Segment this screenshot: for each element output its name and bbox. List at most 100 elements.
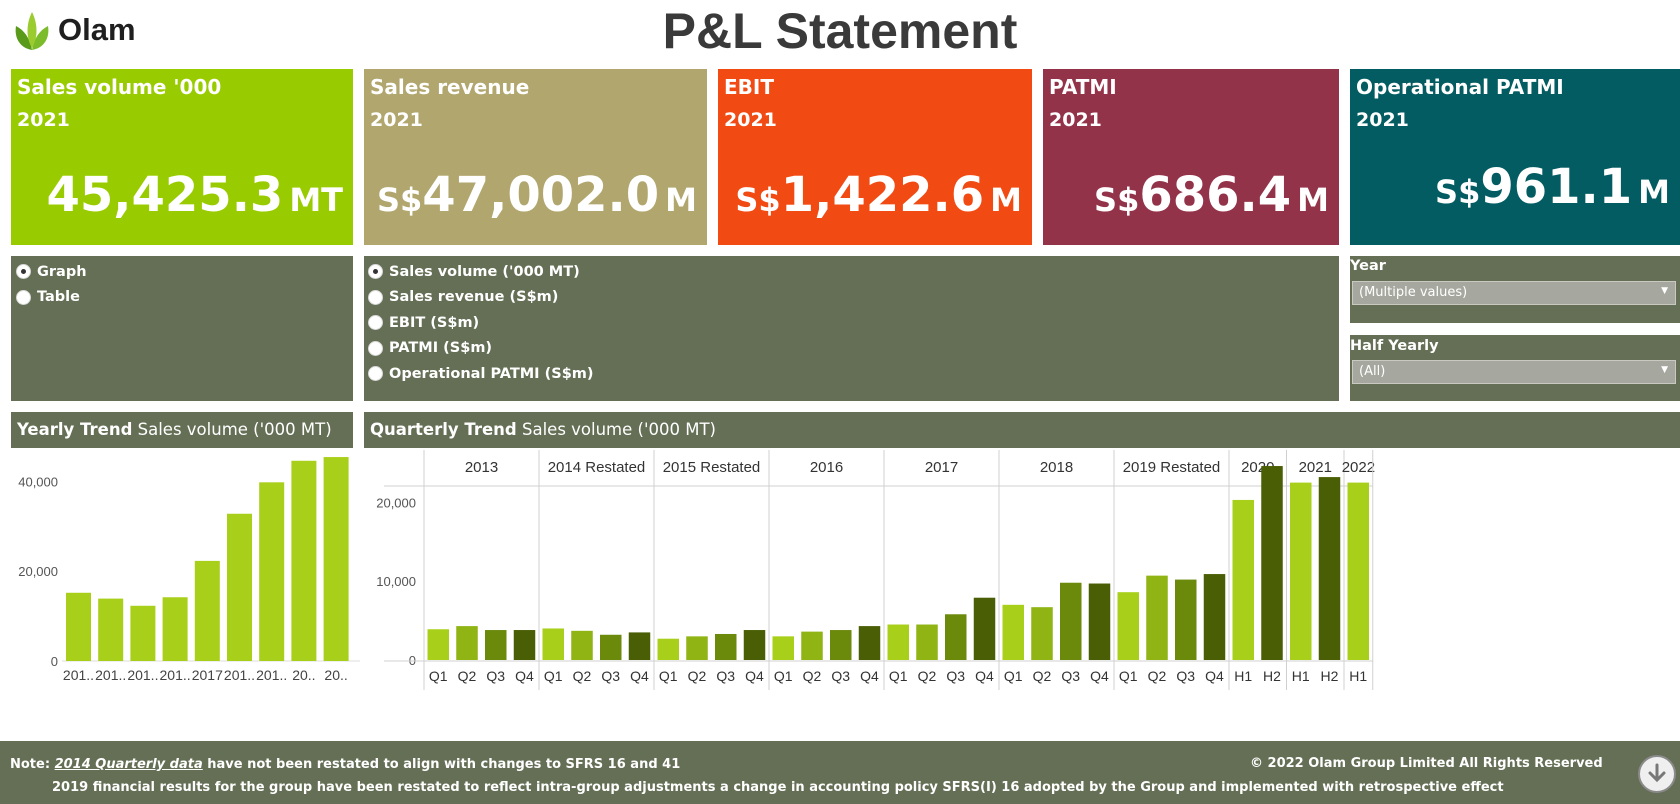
y-tick-label: 10,000	[376, 574, 416, 589]
half-yearly-filter-panel: Half Yearly (All) ▼	[1350, 335, 1680, 401]
radio-icon[interactable]	[368, 289, 383, 305]
kpi-number: 47,002.0	[422, 167, 660, 223]
period-label: Q4	[630, 668, 649, 684]
year-dropdown[interactable]: (Multiple values) ▼	[1352, 281, 1676, 305]
kpi-prefix: S$	[1094, 181, 1140, 219]
metric-option-ebit[interactable]: EBIT (S$m)	[368, 310, 1335, 336]
download-button[interactable]	[1638, 755, 1676, 793]
kpi-unit: M	[1638, 173, 1670, 211]
quarterly-bar	[456, 626, 478, 660]
yearly-bar	[162, 597, 188, 661]
x-tick-label: 20..	[324, 667, 347, 683]
kpi-value: 45,425.3 MT	[46, 167, 343, 223]
note-text: have not been restated to align with cha…	[202, 757, 681, 772]
quarterly-bar	[945, 614, 967, 660]
period-label: Q1	[889, 668, 908, 684]
year-group-label: 2013	[465, 459, 498, 476]
metric-option-label: Sales revenue (S$m)	[389, 289, 559, 306]
kpi-year: 2021	[1356, 109, 1409, 131]
quarterly-bar	[1117, 592, 1139, 660]
quarterly-bar	[1175, 579, 1197, 660]
metric-option-sales-volume[interactable]: Sales volume ('000 MT)	[368, 259, 1335, 285]
period-label: Q3	[486, 668, 505, 684]
quarterly-bar	[1088, 583, 1111, 660]
chevron-down-icon[interactable]: ▼	[1661, 286, 1668, 296]
quarterly-bar	[427, 629, 449, 660]
radio-selected-icon[interactable]	[16, 264, 31, 280]
x-tick-label: 201..	[160, 667, 191, 683]
period-label: H2	[1321, 668, 1339, 684]
quarterly-data-link[interactable]: 2014 Quarterly data	[54, 757, 203, 772]
x-tick-label: 20..	[292, 667, 315, 683]
y-tick-label: 20,000	[376, 495, 416, 510]
year-group-label: 2019 Restated	[1123, 459, 1221, 476]
period-label: Q3	[1176, 668, 1195, 684]
period-label: Q1	[659, 668, 678, 684]
view-option-graph[interactable]: Graph	[16, 259, 348, 285]
kpi-title: EBIT	[724, 75, 774, 99]
kpi-unit: M	[665, 181, 697, 219]
period-label: Q2	[1148, 668, 1167, 684]
year-group-label: 2017	[925, 459, 958, 476]
view-option-label: Table	[37, 289, 80, 306]
quarterly-trend-subtitle: Sales volume ('000 MT)	[516, 420, 716, 439]
y-tick-label: 40,000	[18, 474, 58, 489]
quarterly-bar	[686, 636, 708, 660]
quarterly-trend-title: Quarterly Trend	[370, 420, 517, 439]
metric-option-label: PATMI (S$m)	[389, 340, 493, 357]
period-label: Q1	[544, 668, 563, 684]
half-yearly-dropdown[interactable]: (All) ▼	[1352, 360, 1676, 384]
period-label: Q3	[601, 668, 620, 684]
kpi-title: Sales revenue	[370, 75, 530, 99]
kpi-prefix: S$	[376, 181, 423, 219]
period-label: Q4	[975, 668, 994, 684]
period-label: Q2	[573, 668, 592, 684]
year-group-label: 2018	[1040, 459, 1073, 476]
year-group-label: 2016	[810, 459, 843, 476]
quarterly-bar	[887, 624, 909, 660]
radio-icon[interactable]	[368, 340, 383, 356]
yearly-bar	[194, 560, 220, 661]
period-label: H1	[1234, 668, 1252, 684]
quarterly-bar	[1060, 582, 1082, 660]
footer-note: Note: 2014 Quarterly data have not been …	[10, 757, 680, 772]
period-label: Q4	[860, 668, 879, 684]
x-tick-label: 201..	[256, 667, 287, 683]
quarterly-bar	[542, 628, 564, 660]
year-group-label: 2015 Restated	[663, 459, 761, 476]
quarterly-bar	[801, 631, 823, 660]
metric-option-label: Operational PATMI (S$m)	[389, 365, 594, 382]
logo-text: Olam	[58, 12, 136, 47]
period-label: Q1	[1119, 668, 1138, 684]
quarterly-trend-header: Quarterly Trend Sales volume ('000 MT)	[364, 412, 1680, 448]
page-title: P&L Statement	[662, 3, 1018, 59]
kpi-number: 45,425.3	[46, 167, 284, 223]
quarterly-bar	[1146, 575, 1168, 660]
quarterly-bar	[513, 630, 536, 660]
kpi-year: 2021	[17, 109, 70, 131]
radio-selected-icon[interactable]	[368, 264, 383, 280]
quarterly-bar	[772, 636, 794, 660]
metric-option-operational-patmi[interactable]: Operational PATMI (S$m)	[368, 361, 1335, 387]
radio-icon[interactable]	[368, 366, 383, 382]
view-option-table[interactable]: Table	[16, 285, 348, 311]
kpi-prefix: S$	[1435, 173, 1481, 211]
chevron-down-icon[interactable]: ▼	[1661, 365, 1668, 375]
year-group-label: 2014 Restated	[548, 459, 646, 476]
x-tick-label: 201..	[127, 667, 158, 683]
radio-icon[interactable]	[368, 315, 383, 331]
x-tick-label: 2017	[192, 667, 223, 683]
radio-icon[interactable]	[16, 289, 31, 305]
metric-option-patmi[interactable]: PATMI (S$m)	[368, 336, 1335, 362]
kpi-prefix: S$	[735, 181, 781, 219]
quarterly-bar	[1347, 482, 1369, 660]
kpi-unit: M	[990, 181, 1022, 219]
quarterly-bar	[1261, 466, 1283, 660]
period-label: Q2	[1033, 668, 1052, 684]
half-yearly-filter-label: Half Yearly	[1350, 338, 1439, 354]
metric-option-sales-revenue[interactable]: Sales revenue (S$m)	[368, 285, 1335, 311]
quarterly-bar	[1031, 607, 1053, 660]
yearly-trend-header: Yearly Trend Sales volume ('000 MT)	[11, 412, 353, 448]
kpi-value: S$686.4 M	[1094, 167, 1329, 223]
